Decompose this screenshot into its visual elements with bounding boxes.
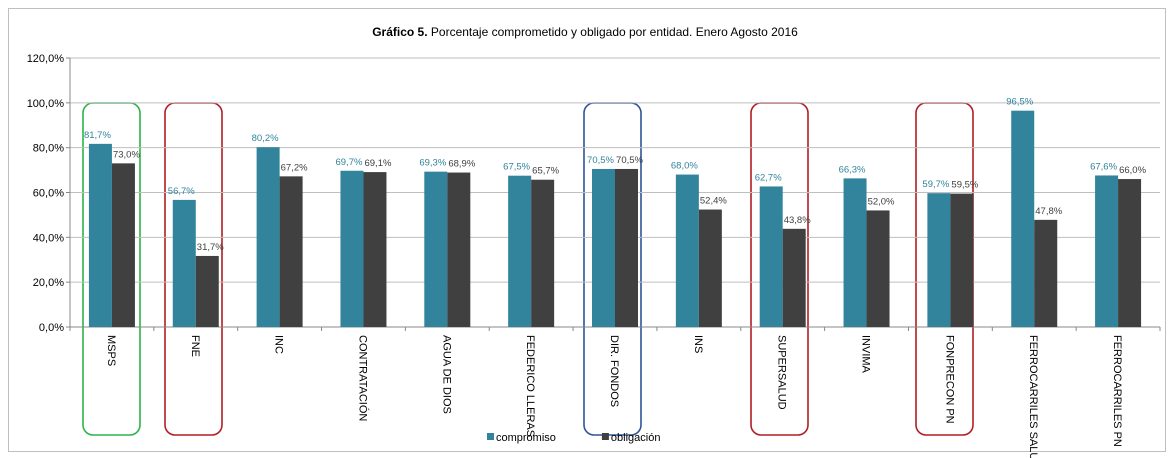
title-text: Porcentaje comprometido y obligado por e… bbox=[431, 25, 798, 39]
value-label: 31,7% bbox=[197, 242, 224, 253]
x-tick-label: MSPS bbox=[105, 335, 117, 366]
value-label: 66,3% bbox=[839, 164, 866, 175]
value-label: 52,4% bbox=[700, 196, 727, 207]
bar bbox=[1118, 179, 1142, 327]
bar bbox=[111, 163, 135, 327]
legend-swatch bbox=[601, 433, 609, 440]
x-tick-label: FEDERICO LLERAS bbox=[524, 335, 536, 437]
value-label: 52,0% bbox=[868, 196, 895, 207]
bar bbox=[759, 186, 783, 327]
value-label: 43,8% bbox=[784, 215, 811, 226]
y-tick-label: 20,0% bbox=[33, 277, 64, 289]
y-tick-label: 60,0% bbox=[33, 188, 64, 200]
value-label: 81,7% bbox=[84, 130, 111, 141]
bar bbox=[1095, 175, 1119, 327]
x-tick-label: FERROCARRILES PN bbox=[1111, 335, 1123, 447]
bar bbox=[88, 143, 112, 327]
bar bbox=[1034, 219, 1058, 327]
value-label: 67,5% bbox=[503, 162, 530, 173]
value-label: 56,7% bbox=[168, 186, 195, 197]
value-label: 96,5% bbox=[1006, 97, 1033, 108]
y-tick-label: 80,0% bbox=[33, 143, 64, 155]
y-tick-label: 40,0% bbox=[33, 232, 64, 244]
value-label: 69,1% bbox=[364, 158, 391, 169]
bar bbox=[592, 168, 615, 327]
bar bbox=[866, 210, 890, 327]
y-tick-label: 100,0% bbox=[27, 98, 65, 110]
x-tick-label: DIR. FONDOS bbox=[608, 335, 620, 407]
value-label: 68,9% bbox=[448, 159, 475, 170]
y-tick-label: 120,0% bbox=[27, 53, 65, 65]
value-label: 68,0% bbox=[671, 161, 698, 172]
x-tick-label: FNE bbox=[189, 335, 201, 357]
x-tick-label: CONTRATACIÓN bbox=[356, 335, 369, 421]
bar bbox=[363, 172, 387, 327]
value-label: 80,2% bbox=[252, 133, 279, 144]
bar bbox=[927, 193, 951, 327]
x-tick-label: AGUA DE DIOS bbox=[440, 335, 452, 414]
x-tick-label: SUPERSALUD bbox=[776, 335, 788, 410]
x-tick-label: FERROCARRILES SALUD bbox=[1027, 335, 1039, 458]
value-label: 65,7% bbox=[532, 166, 559, 177]
bar bbox=[615, 168, 638, 327]
chart-title: Gráfico 5. Porcentaje comprometido y obl… bbox=[372, 25, 798, 39]
value-label: 73,0% bbox=[113, 149, 140, 160]
bar bbox=[195, 255, 219, 327]
bar bbox=[447, 172, 471, 327]
x-tick-label: INVIMA bbox=[860, 335, 872, 374]
legend-swatch bbox=[487, 433, 494, 440]
bar bbox=[950, 193, 974, 327]
y-tick-label: 0,0% bbox=[39, 322, 64, 334]
bar bbox=[424, 171, 448, 327]
value-label: 67,6% bbox=[1090, 161, 1117, 172]
bar bbox=[782, 228, 806, 327]
legend-label: obligación bbox=[611, 432, 661, 444]
value-label: 59,7% bbox=[922, 179, 949, 190]
bar bbox=[843, 178, 867, 327]
value-label: 67,2% bbox=[281, 162, 308, 173]
value-label: 69,3% bbox=[419, 158, 446, 169]
bar bbox=[279, 176, 303, 327]
bar bbox=[256, 147, 280, 327]
x-tick-label: INC bbox=[273, 335, 285, 354]
bar bbox=[698, 209, 722, 327]
value-label: 47,8% bbox=[1035, 206, 1062, 217]
value-label: 69,7% bbox=[335, 157, 362, 168]
x-tick-label: INS bbox=[692, 335, 704, 353]
bar bbox=[340, 170, 364, 327]
bar bbox=[531, 179, 555, 327]
bar bbox=[1011, 110, 1035, 327]
value-label: 70,5% bbox=[616, 155, 643, 166]
legend-label: compromiso bbox=[496, 432, 556, 444]
bar bbox=[675, 174, 699, 327]
bar bbox=[508, 175, 532, 327]
title-bold: Gráfico 5. bbox=[372, 25, 427, 39]
x-tick-label: FONPRECON PN bbox=[943, 335, 955, 424]
value-label: 66,0% bbox=[1119, 165, 1146, 176]
bar bbox=[172, 199, 196, 327]
value-label: 59,5% bbox=[951, 180, 978, 191]
value-label: 62,7% bbox=[755, 172, 782, 183]
value-label: 70,5% bbox=[587, 155, 614, 166]
